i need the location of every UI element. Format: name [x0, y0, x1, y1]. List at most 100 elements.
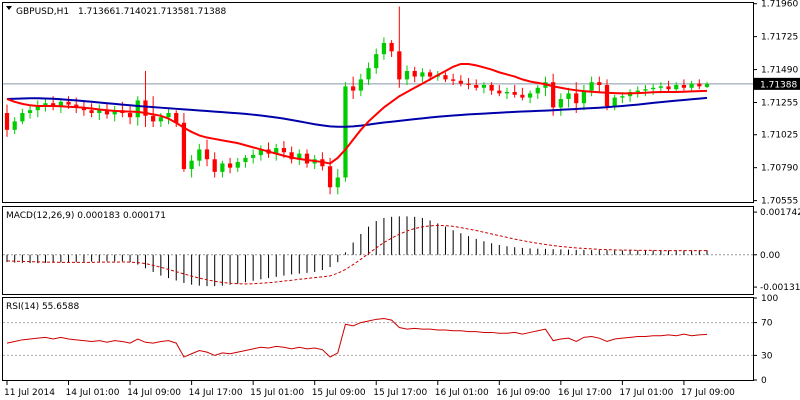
- candle-body: [458, 80, 463, 84]
- candle-body: [404, 70, 410, 80]
- candle-body: [412, 70, 417, 77]
- candle-body: [666, 86, 671, 90]
- price-y-tick-label: 1.70790: [761, 164, 798, 174]
- candle-body: [574, 93, 579, 104]
- candle-body: [335, 177, 340, 188]
- candle-body: [451, 79, 456, 81]
- candle-body: [74, 104, 79, 108]
- candle-body: [127, 113, 133, 118]
- candle-body: [620, 96, 625, 98]
- candle-body: [35, 106, 40, 111]
- axis-layer: 1.71960 1.71725 1.71490 1.71255 1.71025 1.707…: [4, 0, 800, 398]
- candle-body: [220, 163, 225, 172]
- candle-body: [104, 110, 110, 115]
- price-y-tick-label: 1.71025: [761, 131, 798, 141]
- candle-body: [51, 103, 56, 107]
- ohlc-close: 1.71388: [189, 7, 226, 17]
- candle-body: [427, 72, 433, 77]
- macd-layer: [3, 216, 753, 287]
- candle-body: [343, 86, 348, 178]
- rsi-y-tick-label: 70: [761, 319, 773, 329]
- ohlc-open: 1.71366: [78, 7, 115, 17]
- candle-body: [81, 107, 87, 111]
- collapse-triangle-icon[interactable]: [6, 6, 12, 10]
- time-x-tick-label: 15 Jul 09:00: [312, 388, 366, 398]
- candle-body: [281, 148, 287, 153]
- candle-body: [374, 54, 379, 69]
- candle-body: [274, 148, 279, 154]
- candle-body: [189, 160, 194, 170]
- candle-body: [527, 93, 533, 98]
- candle-body: [689, 83, 694, 88]
- rsi-y-tick-label: 30: [761, 351, 773, 361]
- candle-body: [243, 157, 248, 163]
- candle-body: [674, 84, 679, 90]
- candle-body: [697, 83, 702, 87]
- candle-body: [497, 90, 502, 94]
- fast-moving-average-line: [6, 62, 708, 165]
- time-x-tick-label: 16 Jul 17:00: [558, 388, 612, 398]
- time-x-tick-label: 17 Jul 01:00: [619, 388, 673, 398]
- candle-body: [304, 153, 310, 164]
- candle-body: [589, 82, 594, 91]
- candle-body: [381, 42, 387, 55]
- candle-body: [158, 117, 163, 122]
- candle-body: [197, 149, 202, 161]
- candle-body: [466, 83, 471, 85]
- rsi-panel-frame: [2, 297, 754, 381]
- time-x-tick-label: 17 Jul 09:00: [681, 388, 735, 398]
- candle-body: [20, 113, 25, 122]
- candle-body: [489, 84, 494, 91]
- candle-body: [658, 86, 663, 88]
- candle-body: [181, 122, 187, 170]
- candle-body: [174, 113, 179, 123]
- candle-body: [597, 82, 602, 85]
- time-x-tick-label: 16 Jul 09:00: [496, 388, 550, 398]
- candle-body: [681, 84, 687, 88]
- macd-title: MACD(12,26,9) 0.000183 0.000171: [6, 211, 166, 221]
- candle-body: [4, 113, 10, 130]
- time-x-tick-label: 16 Jul 01:00: [435, 388, 489, 398]
- ohlc-low: 1.71358: [152, 7, 189, 17]
- candle-body: [143, 100, 148, 116]
- macd-panel-frame: [2, 206, 754, 295]
- candle-body: [112, 110, 117, 115]
- candle-body: [327, 166, 333, 188]
- candle-body: [397, 51, 402, 80]
- macd-signal-line: [6, 224, 708, 285]
- candle-body: [66, 101, 71, 105]
- symbol-label: GBPUSD,H1: [16, 7, 69, 17]
- candle-body: [420, 72, 425, 77]
- candle-body: [443, 75, 448, 80]
- rsi-y-tick-label: 0: [761, 376, 767, 386]
- price-y-tick-label: 1.71725: [761, 33, 798, 43]
- candle-body: [235, 162, 240, 168]
- rsi-line: [6, 317, 708, 358]
- price-y-tick-label: 1.71255: [761, 99, 798, 109]
- candle-body: [535, 87, 540, 94]
- candle-body: [251, 155, 256, 158]
- ohlc-high: 1.71402: [115, 7, 152, 17]
- candle-body: [366, 68, 371, 80]
- candle-body: [258, 149, 263, 156]
- price-panel-frame: [2, 2, 754, 203]
- macd-y-tick-label: -0.001318: [760, 283, 800, 293]
- macd-y-tick-label: 0.001742: [760, 208, 800, 218]
- candle-body: [358, 79, 363, 91]
- candle-body: [635, 90, 640, 92]
- candle-body: [27, 110, 33, 114]
- candle-body: [581, 90, 587, 104]
- candle-body: [566, 93, 571, 99]
- candle-body: [12, 121, 17, 130]
- slow-moving-average-line: [6, 96, 708, 128]
- candle-body: [558, 98, 563, 108]
- candle-body: [227, 163, 233, 168]
- current-price-label: 1.71388: [760, 80, 797, 90]
- candle-body: [504, 91, 510, 94]
- current-price-badge: [754, 77, 800, 90]
- candle-body: [520, 94, 525, 98]
- candle-body: [604, 84, 610, 107]
- macd-y-tick-label: 0.00: [760, 251, 780, 261]
- candle-body: [97, 110, 102, 114]
